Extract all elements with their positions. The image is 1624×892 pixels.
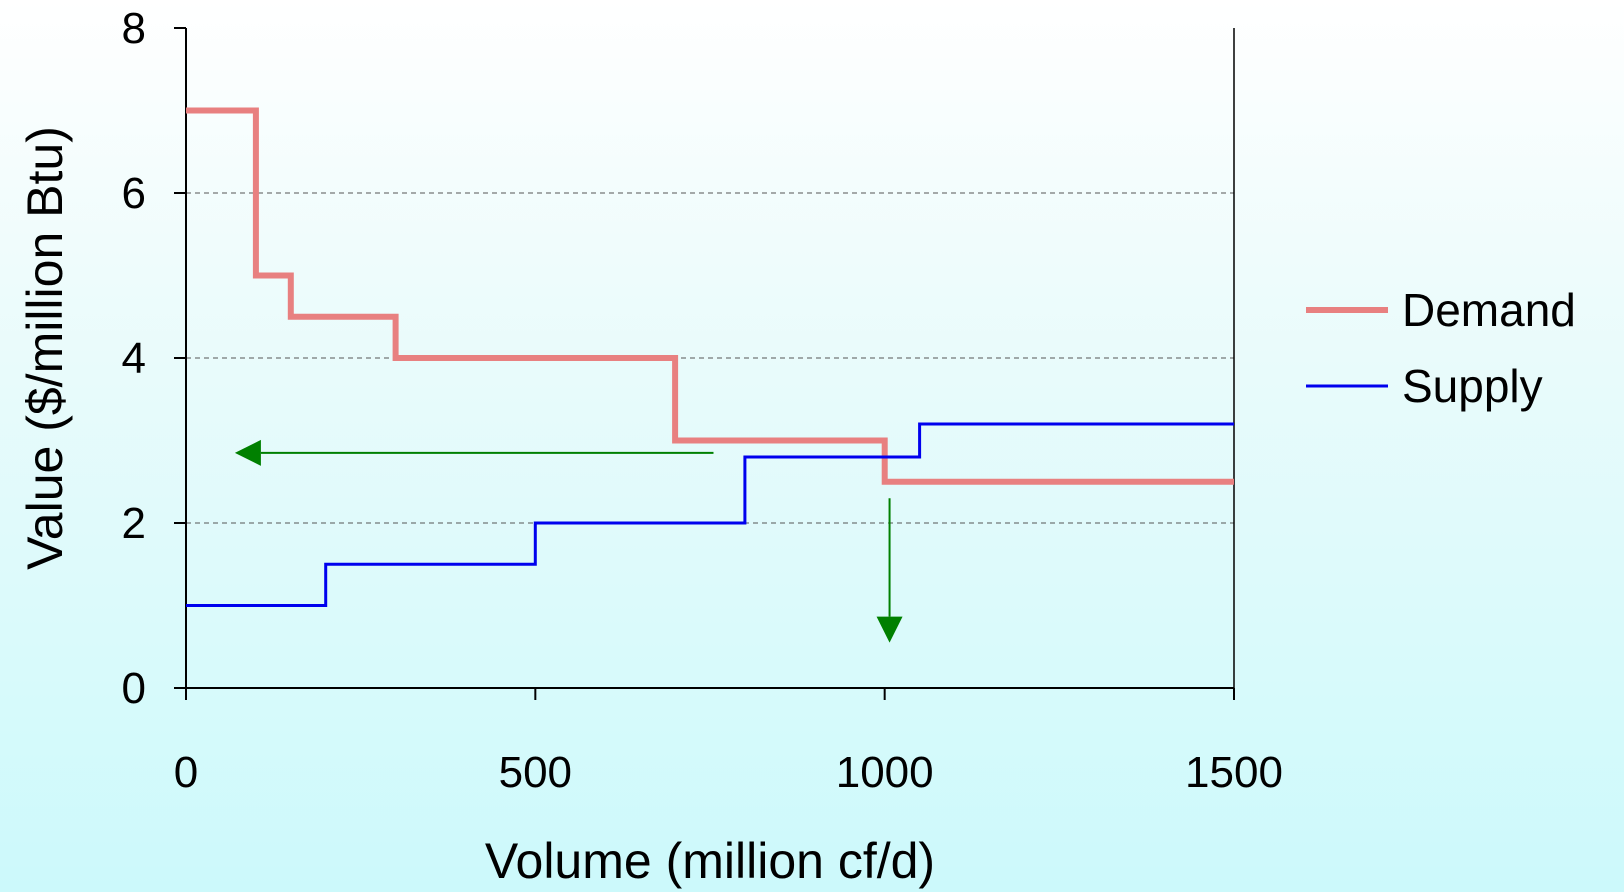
grid — [186, 192, 1234, 524]
x-tick-label-2: 1000 — [836, 748, 934, 797]
y-tick-label-0: 0 — [122, 664, 146, 713]
x-tick-label-1: 500 — [499, 748, 572, 797]
y-tick-label-2: 4 — [122, 334, 146, 383]
x-tick-label-0: 0 — [174, 748, 198, 797]
legend: Demand Supply — [1306, 284, 1576, 412]
ticks: 0 2 4 6 8 0 500 1000 1500 — [122, 4, 1283, 797]
legend-label-supply: Supply — [1402, 360, 1543, 412]
arrow-head-1 — [876, 616, 903, 643]
y-tick-label-1: 2 — [122, 499, 146, 548]
x-tick-label-3: 1500 — [1185, 748, 1283, 797]
series-line-demand — [186, 107, 1234, 485]
arrow-head-0 — [234, 439, 261, 466]
y-tick-label-4: 8 — [122, 4, 146, 53]
y-axis-title: Value ($/million Btu) — [17, 126, 73, 570]
series-layer — [186, 107, 1234, 607]
x-axis-title: Volume (million cf/d) — [485, 833, 935, 889]
legend-label-demand: Demand — [1402, 284, 1576, 336]
y-tick-label-3: 6 — [122, 169, 146, 218]
series-line-supply — [186, 422, 1234, 607]
annotation-layer — [234, 439, 903, 643]
